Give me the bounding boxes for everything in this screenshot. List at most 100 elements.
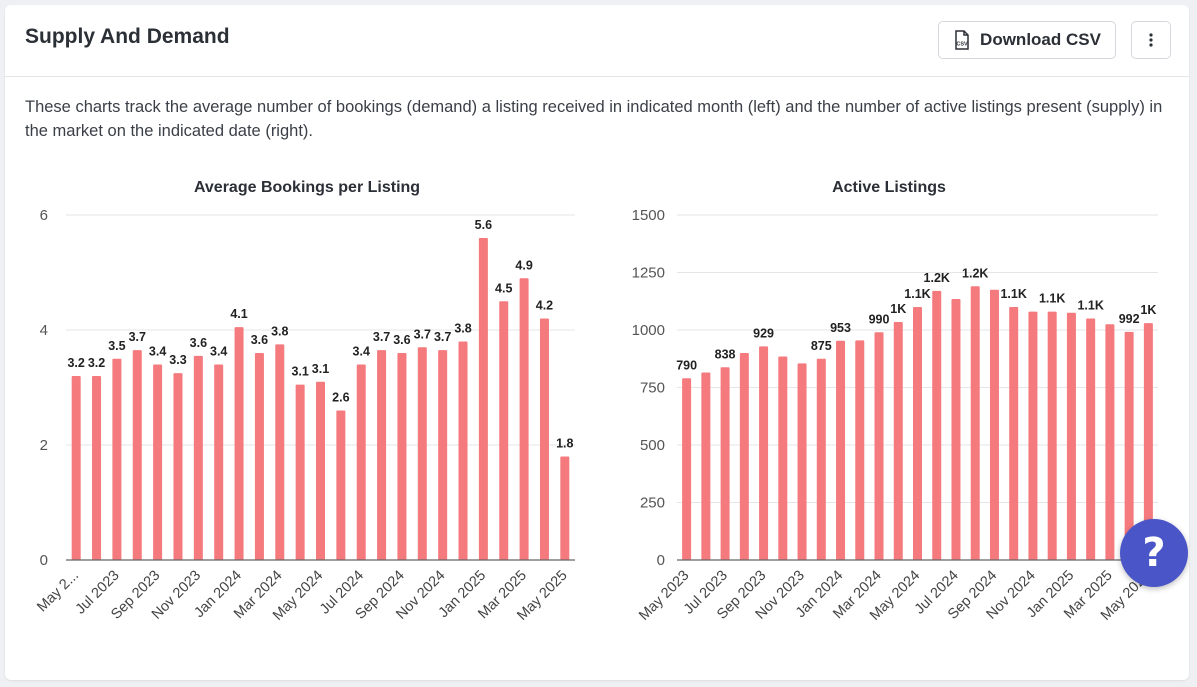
- data-label: 3.7: [434, 330, 451, 344]
- svg-text:CSV: CSV: [956, 42, 968, 48]
- bar: [234, 327, 244, 560]
- bar: [499, 301, 509, 560]
- y-tick-label: 0: [657, 552, 665, 569]
- y-tick-label: 6: [40, 207, 48, 224]
- data-label: 5.6: [475, 218, 492, 232]
- data-label: 1K: [1140, 303, 1156, 317]
- bar: [336, 410, 346, 560]
- data-label: 2.6: [332, 391, 349, 405]
- data-label: 4.9: [515, 258, 532, 272]
- data-label: 3.2: [88, 356, 105, 370]
- data-label: 4.1: [230, 307, 247, 321]
- bar: [112, 358, 122, 560]
- card-header: Supply And Demand CSV Download CSV: [5, 5, 1189, 77]
- vertical-dots-icon: [1149, 33, 1153, 47]
- data-label: 1.1K: [1077, 299, 1103, 313]
- data-label: 3.5: [108, 339, 125, 353]
- y-tick-label: 1000: [632, 322, 665, 339]
- y-tick-label: 500: [640, 437, 665, 454]
- bar: [874, 332, 884, 560]
- listings-chart: Active Listings 0 250 500 750 1000 1250 1500 790…: [632, 179, 1158, 624]
- bar: [316, 381, 325, 560]
- bar: [720, 367, 730, 560]
- more-options-button[interactable]: [1131, 21, 1171, 59]
- bar: [417, 347, 427, 560]
- data-label: 3.6: [251, 333, 268, 347]
- data-label: 3.4: [353, 345, 370, 359]
- data-label: 3.8: [454, 322, 471, 336]
- download-csv-label: Download CSV: [980, 30, 1101, 49]
- bar: [71, 376, 81, 560]
- y-tick-label: 4: [40, 322, 48, 339]
- data-label: 992: [1119, 312, 1140, 326]
- y-tick-label: 0: [40, 552, 48, 569]
- data-label: 3.7: [414, 327, 431, 341]
- bar: [132, 350, 142, 560]
- data-label: 4.5: [495, 281, 512, 295]
- bar: [1124, 331, 1134, 560]
- data-label: 1.2K: [962, 266, 988, 280]
- bar: [539, 318, 549, 560]
- data-label: 4.2: [536, 299, 553, 313]
- bar: [855, 340, 865, 560]
- bar: [682, 378, 692, 560]
- bar: [92, 376, 102, 560]
- y-tick-label: 1500: [632, 207, 665, 224]
- data-label: 1.2K: [924, 271, 950, 285]
- data-label: 1.8: [556, 437, 573, 451]
- chart-title: Average Bookings per Listing: [194, 179, 420, 196]
- supply-demand-card: Supply And Demand CSV Download CSV These…: [5, 5, 1189, 680]
- download-csv-button[interactable]: CSV Download CSV: [938, 21, 1116, 59]
- bar: [893, 321, 903, 560]
- data-label: 838: [715, 347, 736, 361]
- data-label: 953: [830, 321, 851, 335]
- data-label: 3.6: [393, 333, 410, 347]
- bar: [951, 298, 961, 560]
- bar: [560, 456, 570, 560]
- bar: [970, 286, 980, 560]
- x-tick-label: May 2023: [636, 568, 692, 624]
- bar: [478, 238, 488, 560]
- bar: [1028, 311, 1038, 560]
- bar: [153, 364, 163, 560]
- chart-title: Active Listings: [832, 179, 946, 196]
- bar: [1066, 312, 1076, 560]
- bar: [836, 340, 846, 560]
- chart-description: These charts track the average number of…: [25, 98, 1163, 140]
- bar: [1086, 318, 1096, 560]
- data-label: 990: [869, 312, 890, 326]
- bar: [519, 278, 529, 560]
- bar: [1009, 307, 1019, 560]
- data-label: 3.8: [271, 324, 288, 338]
- data-label: 929: [753, 326, 774, 340]
- help-button[interactable]: ?: [1120, 519, 1188, 587]
- card-title: Supply And Demand: [25, 25, 230, 48]
- bar: [1105, 324, 1115, 560]
- bar: [759, 346, 769, 560]
- bar: [377, 350, 387, 560]
- bar: [739, 353, 749, 560]
- help-question-icon: ?: [1142, 530, 1166, 576]
- bar: [797, 363, 807, 560]
- data-label: 1.1K: [1000, 287, 1026, 301]
- data-label: 3.4: [149, 345, 166, 359]
- data-label: 3.7: [129, 330, 146, 344]
- bar: [816, 358, 826, 560]
- data-label: 3.2: [67, 356, 84, 370]
- bar: [173, 373, 183, 560]
- data-label: 1K: [890, 302, 906, 316]
- data-label: 3.4: [210, 345, 227, 359]
- bar: [214, 364, 224, 560]
- data-label: 1.1K: [904, 287, 930, 301]
- bar: [193, 355, 203, 560]
- data-label: 1.1K: [1039, 292, 1065, 306]
- csv-file-icon: CSV: [955, 30, 969, 50]
- bar: [989, 289, 999, 560]
- data-label: 875: [811, 339, 832, 353]
- bar: [1047, 311, 1057, 560]
- data-label: 3.6: [190, 336, 207, 350]
- y-tick-label: 1250: [632, 265, 665, 282]
- bar: [701, 372, 711, 560]
- y-tick-label: 250: [640, 495, 665, 512]
